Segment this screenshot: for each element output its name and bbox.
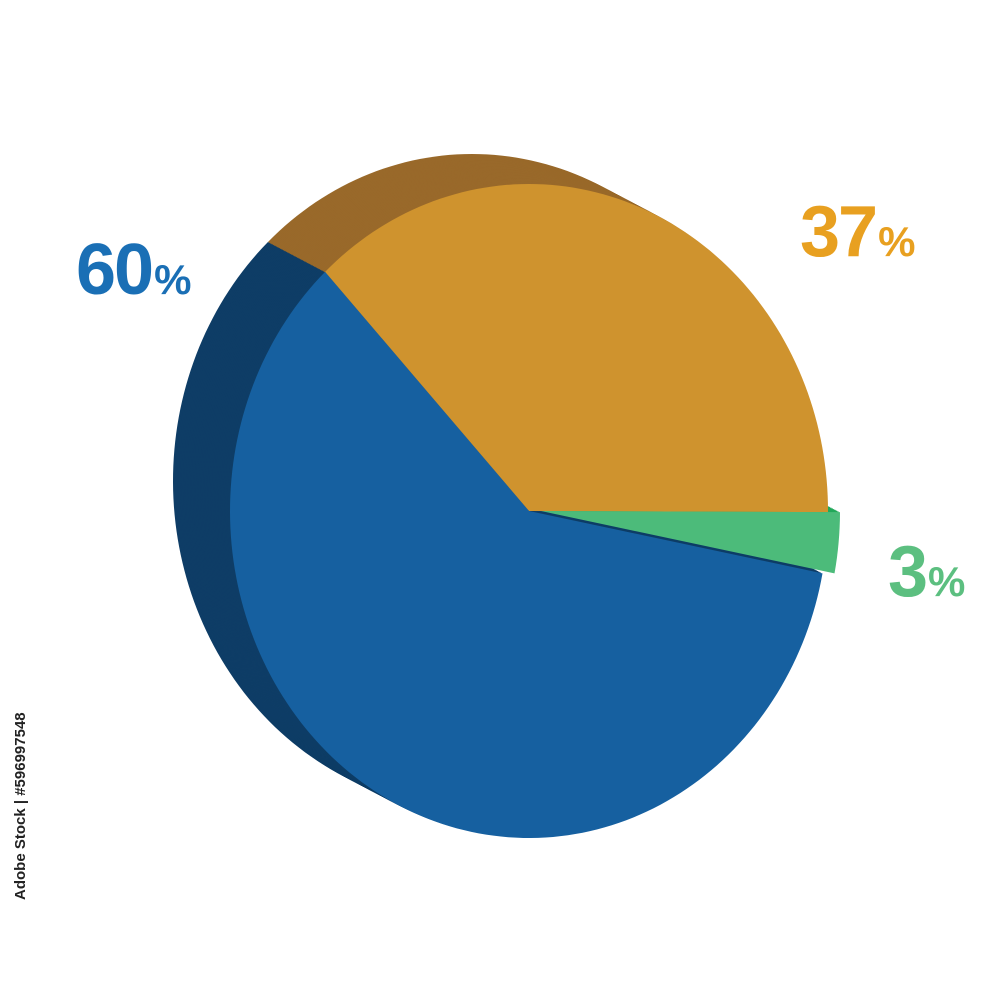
slice-60-percent: [230, 271, 823, 838]
watermark: Adobe Stock | #596997548: [12, 712, 29, 900]
label-3-percent: 3%: [888, 536, 965, 608]
slice-3-percent: [541, 511, 840, 574]
label-37-percent: 37%: [800, 196, 915, 268]
slice-37-percent: [325, 184, 828, 513]
label-unit: %: [878, 218, 915, 265]
label-60-percent: 60%: [76, 234, 191, 306]
label-unit: %: [154, 256, 191, 303]
label-value: 37: [800, 192, 878, 272]
label-value: 60: [76, 230, 154, 310]
label-value: 3: [888, 532, 928, 612]
label-unit: %: [928, 558, 965, 605]
